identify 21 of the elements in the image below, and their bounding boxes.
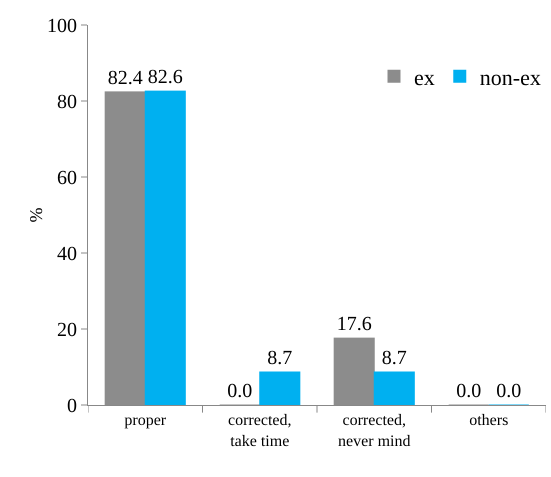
y-tick-label: 80 [57, 91, 77, 113]
y-tick-label: 20 [57, 319, 77, 341]
x-tick-label: corrected, take time [228, 412, 292, 450]
x-tick-label: corrected, never mind [338, 412, 410, 450]
data-label: 0.0 [456, 380, 482, 402]
data-label: 8.7 [267, 346, 292, 369]
y-axis-title: % [26, 208, 46, 222]
data-label: 0.0 [227, 380, 252, 402]
data-label: 82.4 [108, 66, 143, 89]
y-tick-label: 40 [57, 243, 77, 265]
data-label: 82.6 [148, 66, 183, 88]
legend-label: non-ex [480, 64, 541, 90]
data-label: 0.0 [496, 380, 522, 402]
x-tick-label: others [469, 412, 508, 430]
y-tick-label: 60 [57, 167, 77, 189]
x-tick-label: proper [124, 412, 167, 430]
y-tick-label: 100 [47, 15, 77, 37]
y-tick-label: 0 [67, 395, 77, 417]
legend-label: ex [414, 64, 435, 90]
data-label: 8.7 [382, 346, 407, 369]
data-label: 17.6 [336, 313, 372, 336]
